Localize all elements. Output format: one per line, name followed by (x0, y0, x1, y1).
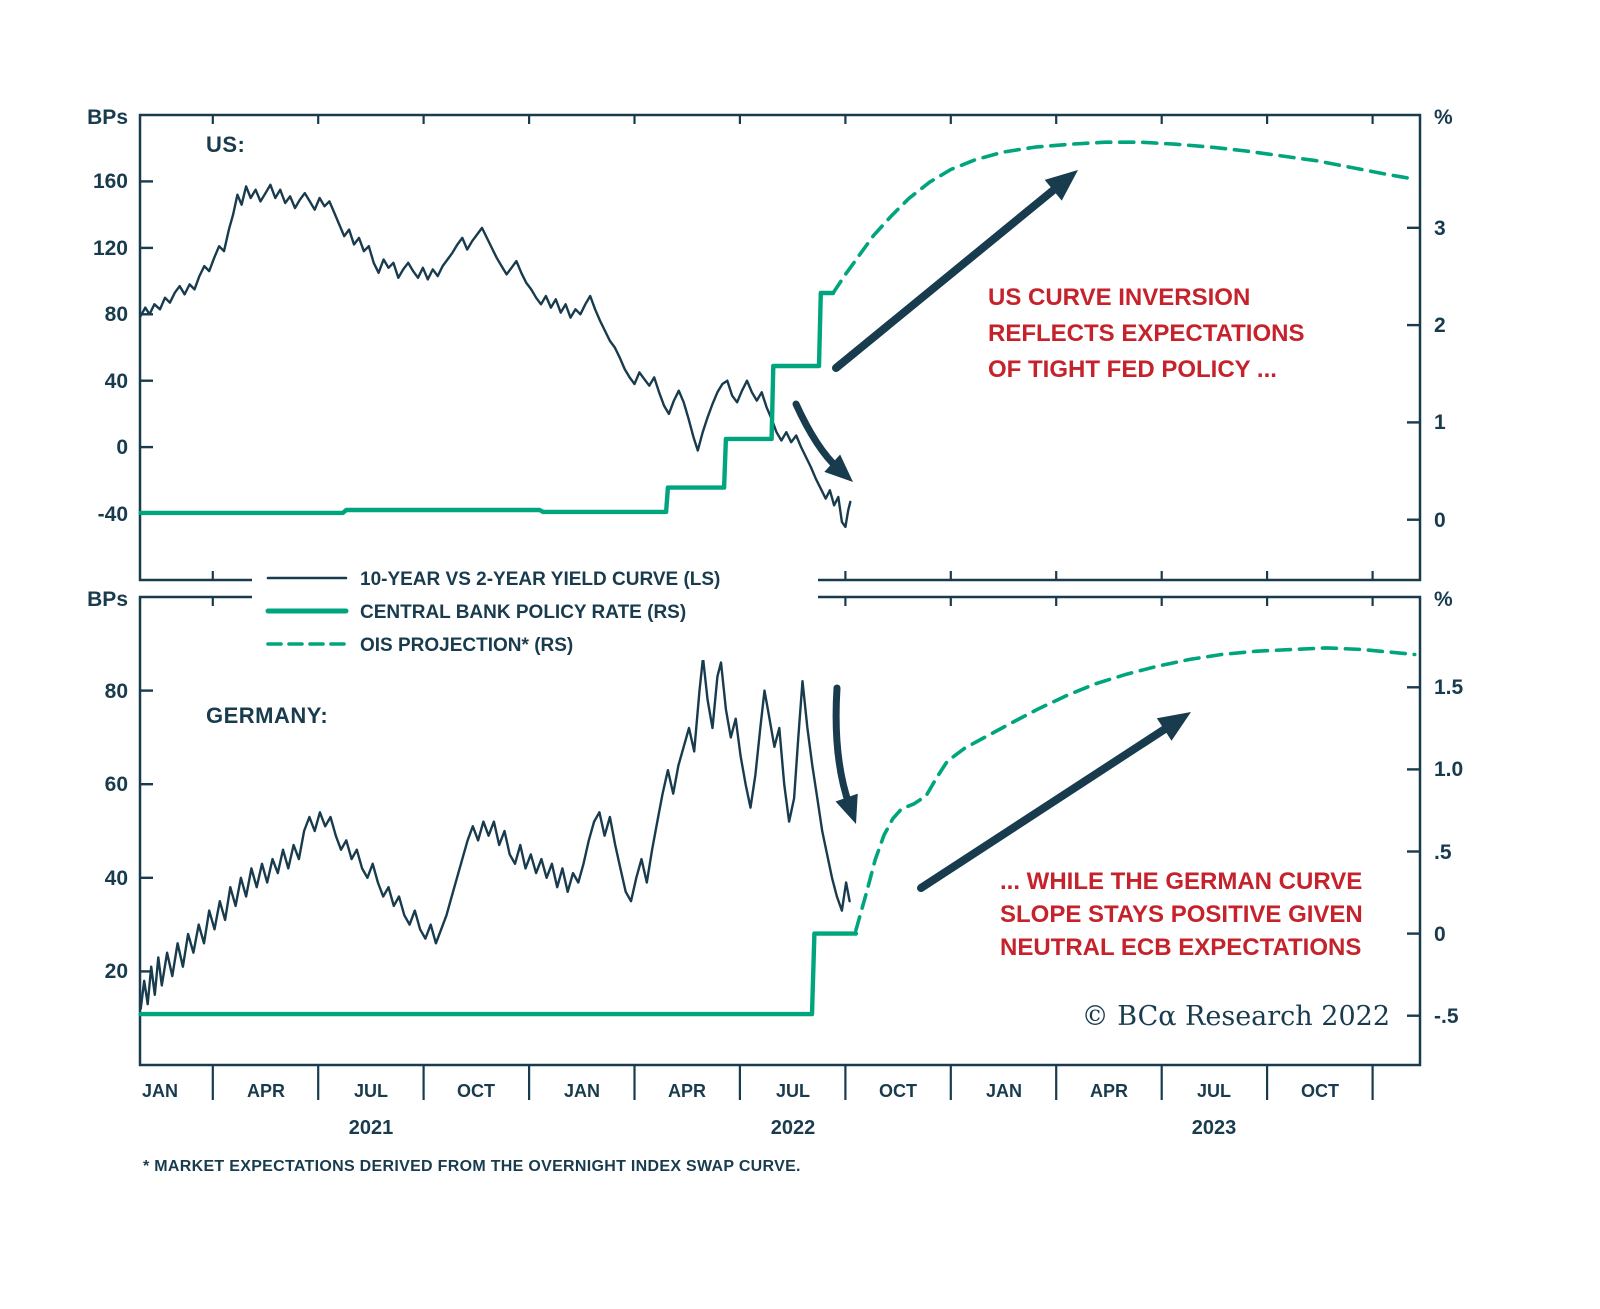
germany-annotation-line: NEUTRAL ECB EXPECTATIONS (1000, 934, 1361, 961)
germany-left-tick: 20 (105, 960, 128, 983)
x-month-label: APR (668, 1081, 706, 1101)
us-left-tick: 80 (105, 303, 128, 326)
x-month-label: JUL (354, 1081, 388, 1101)
us-annotation-line: REFLECTS EXPECTATIONS (988, 320, 1304, 347)
x-month-label: JAN (564, 1081, 600, 1101)
x-year-label: 2022 (771, 1117, 816, 1139)
us-series-policy-rate (138, 290, 836, 516)
us-annotation-line: OF TIGHT FED POLICY ... (988, 356, 1277, 383)
germany-annotation-line: ... WHILE THE GERMAN CURVE (1000, 868, 1362, 895)
germany-left-tick: 60 (105, 773, 128, 796)
us-right-axis-unit: % (1434, 106, 1453, 129)
footnote-text: * MARKET EXPECTATIONS DERIVED FROM THE O… (143, 1158, 801, 1175)
us-left-tick: -40 (98, 503, 128, 526)
us-annotation-arrow-1-head (824, 454, 853, 482)
germany-left-tick: 80 (105, 680, 128, 703)
germany-frame (138, 595, 1422, 1067)
us-right-tick: 0 (1434, 509, 1446, 532)
x-year-label: 2021 (349, 1117, 394, 1139)
x-month-label: OCT (457, 1081, 495, 1101)
chart-render-layer (138, 113, 1422, 1100)
us-annotation-arrow-0 (832, 180, 1065, 372)
germany-right-tick: .5 (1434, 841, 1452, 864)
germany-series-ois-projection (854, 646, 1417, 933)
us-left-tick: 160 (93, 170, 128, 193)
germany-right-tick: 1.0 (1434, 758, 1463, 781)
us-panel (138, 113, 1422, 582)
us-panel-title: US: (206, 132, 245, 157)
us-right-tick: 2 (1434, 314, 1446, 337)
legend-label-policy-rate: CENTRAL BANK POLICY RATE (RS) (360, 602, 686, 623)
germany-right-tick: -.5 (1434, 1005, 1459, 1028)
us-series-ois-projection (831, 140, 1417, 295)
us-annotation-arrow-0-head (1044, 170, 1078, 201)
x-month-label: JUL (1197, 1081, 1231, 1101)
germany-annotation-arrow-1-head (835, 793, 858, 824)
us-annotation-arrow-1 (792, 400, 842, 473)
us-left-tick: 40 (105, 370, 128, 393)
legend-label-yield-curve: 10-YEAR VS 2-YEAR YIELD CURVE (LS) (360, 569, 720, 590)
germany-right-axis-unit: % (1434, 588, 1453, 611)
us-right-tick: 3 (1434, 217, 1446, 240)
us-left-tick: 0 (116, 436, 128, 459)
germany-left-axis-unit: BPs (87, 588, 128, 611)
x-month-label: JAN (142, 1081, 178, 1101)
us-left-tick: 120 (93, 237, 128, 260)
us-series-yield-curve-10y2y (139, 183, 852, 529)
x-month-label: JUL (776, 1081, 810, 1101)
us-annotation-line: US CURVE INVERSION (988, 284, 1250, 311)
x-month-label: JAN (986, 1081, 1022, 1101)
legend-label-ois-projection: OIS PROJECTION* (RS) (360, 635, 573, 656)
germany-right-tick: 0 (1434, 923, 1446, 946)
germany-annotation-arrow-0 (917, 720, 1177, 892)
germany-left-tick: 40 (105, 867, 128, 890)
us-left-axis-unit: BPs (87, 106, 128, 129)
germany-annotation-arrow-0-head (1156, 712, 1191, 741)
germany-series-policy-rate (138, 931, 859, 1017)
germany-panel (138, 595, 1422, 1100)
us-frame (138, 113, 1422, 582)
germany-panel-title: GERMANY: (206, 703, 328, 728)
germany-annotation-arrow-1 (832, 684, 853, 810)
x-month-label: APR (247, 1081, 285, 1101)
x-year-label: 2023 (1192, 1117, 1237, 1139)
x-month-label: OCT (1301, 1081, 1339, 1101)
us-right-tick: 1 (1434, 411, 1446, 434)
x-month-label: OCT (879, 1081, 917, 1101)
x-month-label: APR (1090, 1081, 1128, 1101)
copyright-text: © BCα Research 2022 (1082, 1001, 1390, 1032)
germany-right-tick: 1.5 (1434, 676, 1464, 699)
germany-annotation-line: SLOPE STAYS POSITIVE GIVEN (1000, 901, 1363, 928)
germany-series-yield-curve-10y2y (139, 656, 851, 1010)
